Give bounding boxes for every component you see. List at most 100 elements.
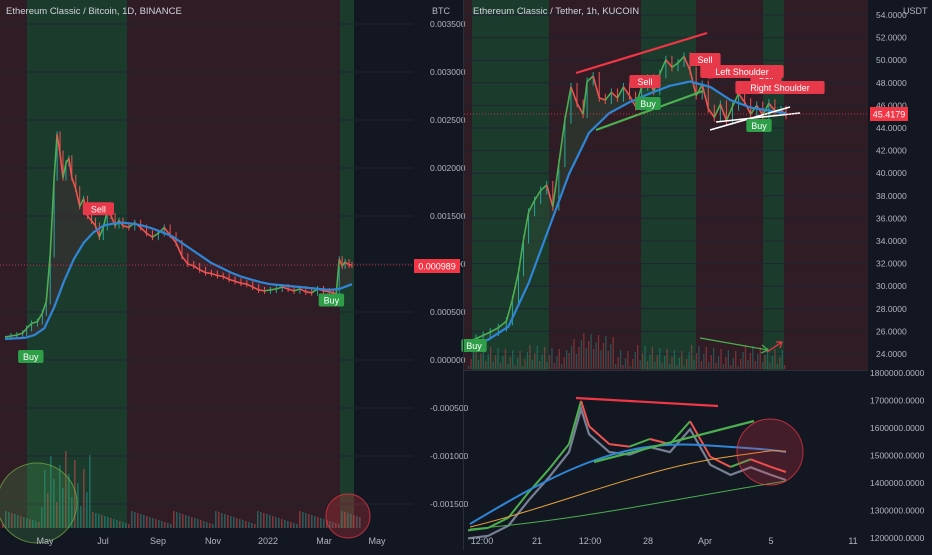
right-volume-bar bbox=[757, 354, 758, 369]
left-volume-bar bbox=[221, 513, 223, 528]
left-volume-bar bbox=[119, 521, 121, 528]
left-volume-bar bbox=[227, 515, 229, 528]
right-volume-bar bbox=[497, 348, 498, 369]
right-volume-bar bbox=[500, 363, 501, 369]
left-volume-bar bbox=[209, 523, 211, 528]
right-volume-bar bbox=[640, 360, 641, 369]
pattern-annotation: Left Shoulder bbox=[715, 67, 769, 77]
right-chart-title: Ethereum Classic / Tether, 1h, KUCOIN bbox=[473, 6, 639, 17]
right-volume-bar bbox=[652, 347, 653, 369]
left-volume-bar bbox=[203, 521, 205, 528]
right-volume-bar bbox=[576, 354, 577, 369]
left-volume-bar bbox=[206, 522, 208, 528]
right-volume-bar bbox=[671, 357, 672, 369]
left-volume-bar bbox=[239, 519, 241, 528]
right-y-tick-label: 32.0000 bbox=[876, 259, 907, 269]
right-volume-bar bbox=[495, 355, 496, 369]
right-volume-bar bbox=[635, 352, 636, 369]
left-y-tick-label: 0.000500 bbox=[430, 307, 466, 317]
left-volume-bar bbox=[167, 523, 169, 528]
right-volume-bar bbox=[598, 335, 599, 369]
right-volume-bar bbox=[649, 354, 650, 369]
right-volume-bar bbox=[713, 348, 714, 369]
left-price-segment bbox=[270, 289, 276, 290]
right-volume-bar bbox=[493, 362, 494, 369]
left-volume-bar bbox=[272, 516, 274, 528]
left-y-tick-label: 0.003500 bbox=[430, 19, 466, 29]
left-volume-bar bbox=[128, 524, 130, 528]
right-volume-bar bbox=[578, 347, 579, 369]
left-volume-bar bbox=[224, 514, 226, 528]
right-volume-bar bbox=[613, 337, 614, 369]
left-x-tick-label: Jul bbox=[97, 536, 109, 546]
left-price-segment bbox=[217, 276, 223, 277]
right-volume-bar bbox=[485, 361, 486, 369]
left-volume-bar bbox=[170, 524, 172, 528]
left-volume-bar bbox=[182, 514, 184, 528]
left-last-price: 0.000989 bbox=[418, 262, 456, 272]
left-sell-signal: Sell bbox=[91, 204, 106, 214]
right-volume-bar bbox=[605, 336, 606, 369]
left-volume-bar bbox=[260, 512, 262, 528]
right-y-tick-label: 40.0000 bbox=[876, 168, 907, 178]
right-volume-bar bbox=[532, 360, 533, 369]
left-volume-bar bbox=[200, 520, 202, 528]
highlight-circle-red bbox=[737, 419, 803, 485]
left-volume-bar bbox=[122, 522, 124, 528]
right-volume-bar bbox=[615, 364, 616, 369]
right-volume-bar bbox=[664, 356, 665, 369]
right-volume-bar bbox=[468, 366, 469, 369]
right-volume-bar bbox=[564, 357, 565, 369]
left-volume-bar bbox=[287, 521, 289, 528]
right-volume-bar bbox=[711, 355, 712, 369]
left-volume-bar bbox=[242, 520, 244, 528]
right-x-tick-label: Apr bbox=[698, 536, 712, 546]
left-volume-bar bbox=[86, 492, 88, 528]
left-volume-bar bbox=[305, 513, 307, 528]
right-volume-bar bbox=[730, 365, 731, 369]
right-volume-bar bbox=[488, 354, 489, 369]
right-volume-bar bbox=[762, 362, 763, 369]
left-x-tick-label: Mar bbox=[316, 536, 332, 546]
left-buy-signal: Buy bbox=[23, 352, 39, 362]
left-price-segment bbox=[329, 292, 333, 293]
left-x-tick-label: May bbox=[36, 536, 54, 546]
right-x-tick-label: 12:00 bbox=[579, 536, 602, 546]
left-volume-bar bbox=[218, 512, 220, 528]
right-volume-bar bbox=[556, 356, 557, 369]
right-volume-bar bbox=[595, 342, 596, 369]
left-volume-bar bbox=[317, 517, 319, 528]
right-sell-signal: Sell bbox=[637, 77, 652, 87]
right-volume-bar bbox=[733, 358, 734, 369]
right-volume-bar bbox=[689, 352, 690, 369]
left-y-tick-label: -0.001500 bbox=[430, 499, 469, 509]
right-volume-bar bbox=[752, 346, 753, 369]
left-volume-bar bbox=[233, 517, 235, 528]
left-price-segment bbox=[265, 290, 271, 291]
right-volume-bar bbox=[517, 358, 518, 369]
left-volume-bar bbox=[92, 512, 94, 528]
left-volume-bar bbox=[284, 520, 286, 528]
right-volume-bar bbox=[674, 350, 675, 369]
right-volume-bar bbox=[701, 361, 702, 369]
right-volume-bar bbox=[542, 354, 543, 369]
right-volume-bar bbox=[529, 345, 530, 369]
right-lower-y-tick-label: 1700000.0000 bbox=[870, 396, 925, 406]
highlight-circle-red bbox=[326, 494, 370, 538]
left-x-tick-label: May bbox=[368, 536, 386, 546]
right-y-tick-label: 26.0000 bbox=[876, 326, 907, 336]
left-volume-bar bbox=[194, 518, 196, 528]
right-volume-bar bbox=[684, 366, 685, 369]
left-x-tick-label: Nov bbox=[205, 536, 222, 546]
right-lower-y-tick-label: 1800000.0000 bbox=[870, 368, 925, 378]
right-volume-bar bbox=[686, 359, 687, 369]
right-volume-bar bbox=[473, 352, 474, 369]
right-volume-bar bbox=[480, 353, 481, 369]
right-volume-bar bbox=[522, 366, 523, 369]
right-buy-signal: Buy bbox=[640, 99, 656, 109]
right-lower-y-tick-label: 1500000.0000 bbox=[870, 451, 925, 461]
right-y-tick-label: 36.0000 bbox=[876, 213, 907, 223]
left-volume-bar bbox=[137, 513, 139, 528]
right-volume-bar bbox=[742, 352, 743, 369]
